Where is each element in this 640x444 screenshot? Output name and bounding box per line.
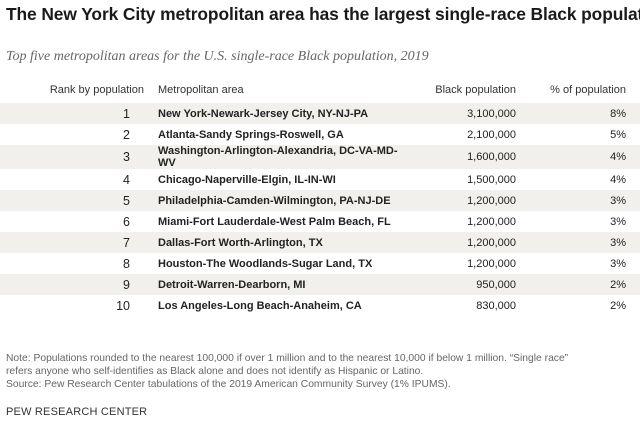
org-name: PEW RESEARCH CENTER: [6, 406, 148, 418]
table-header-row: Rank by population Metropolitan area Bla…: [0, 84, 640, 103]
percent-cell: 2%: [610, 299, 626, 312]
percent-cell: 3%: [610, 215, 626, 228]
spacer-cell: [144, 295, 158, 316]
percent-cell: 8%: [516, 103, 640, 124]
population-cell: 950,000: [408, 274, 516, 295]
spacer-cell: [144, 274, 158, 295]
spacer-cell: [144, 190, 158, 211]
metro-cell: Chicago-Naperville-Elgin, IL-IN-WI: [158, 173, 336, 186]
metro-cell: Philadelphia-Camden-Wilmington, PA-NJ-DE: [158, 190, 408, 211]
metro-cell: Miami-Fort Lauderdale-West Palm Beach, F…: [158, 215, 391, 228]
rank-cell: 6: [123, 214, 130, 229]
header-spacer: [144, 84, 158, 103]
spacer-cell: [144, 211, 158, 232]
spacer-cell: [144, 253, 158, 274]
metro-cell: New York-Newark-Jersey City, NY-NJ-PA: [158, 103, 408, 124]
chart-subtitle: Top five metropolitan areas for the U.S.…: [6, 49, 429, 64]
spacer-cell: [144, 169, 158, 190]
population-cell: 1,200,000: [408, 190, 516, 211]
table-row: 8 Houston-The Woodlands-Sugar Land, TX 1,2…: [0, 253, 640, 274]
table-row: 10 Los Angeles-Long Beach-Anaheim, CA 830,…: [0, 295, 640, 316]
table-row: 5 Philadelphia-Camden-Wilmington, PA-NJ-D…: [0, 190, 640, 211]
metro-cell: Detroit-Warren-Dearborn, MI: [158, 274, 408, 295]
population-cell: 1,200,000: [408, 232, 516, 253]
population-cell: 1,200,000: [467, 215, 516, 228]
chart-title: The New York City metropolitan area has …: [6, 4, 640, 24]
header-rank: Rank by population: [49, 84, 144, 96]
source-line: Source: Pew Research Center tabulations …: [6, 378, 451, 390]
table-row: 1 New York-Newark-Jersey City, NY-NJ-PA 3,…: [0, 103, 640, 124]
metro-cell: Atlanta-Sandy Springs-Roswell, GA: [158, 128, 344, 141]
rank-cell: 4: [123, 172, 130, 187]
population-cell: 3,100,000: [408, 103, 516, 124]
table-row: 4 Chicago-Naperville-Elgin, IL-IN-WI 1,500…: [0, 169, 640, 190]
population-cell: 830,000: [476, 299, 516, 312]
rank-cell: 3: [0, 145, 144, 169]
table-row: 3 Washington-Arlington-Alexandria, DC-VA-…: [0, 145, 640, 169]
header-metro: Metropolitan area: [158, 84, 244, 96]
rank-cell: 2: [123, 127, 130, 142]
rank-cell: 5: [0, 190, 144, 211]
spacer-cell: [144, 103, 158, 124]
header-pop: Black population: [435, 84, 516, 96]
rank-cell: 8: [123, 256, 130, 271]
percent-cell: 2%: [516, 274, 640, 295]
metro-cell: Houston-The Woodlands-Sugar Land, TX: [158, 257, 373, 270]
population-cell: 1,600,000: [408, 145, 516, 169]
spacer-cell: [144, 145, 158, 169]
rank-cell: 10: [116, 298, 130, 313]
table-row: 7 Dallas-Fort Worth-Arlington, TX 1,200,00…: [0, 232, 640, 253]
rank-cell: 9: [0, 274, 144, 295]
metro-cell: Los Angeles-Long Beach-Anaheim, CA: [158, 299, 362, 312]
table-body: 1 New York-Newark-Jersey City, NY-NJ-PA 3,…: [0, 103, 640, 316]
percent-cell: 4%: [610, 173, 626, 186]
percent-cell: 3%: [610, 257, 626, 270]
percent-cell: 3%: [516, 190, 640, 211]
percent-cell: 3%: [516, 232, 640, 253]
metro-cell: Washington-Arlington-Alexandria, DC-VA-M…: [158, 145, 408, 169]
population-cell: 2,100,000: [467, 128, 516, 141]
note-line: Note: Populations rounded to the nearest…: [6, 353, 569, 364]
note-line: refers anyone who self-identifies as Bla…: [6, 365, 424, 377]
population-cell: 1,200,000: [467, 257, 516, 270]
data-table: Rank by population Metropolitan area Bla…: [0, 84, 640, 316]
population-cell: 1,500,000: [467, 173, 516, 186]
header-pct: % of population: [550, 84, 626, 96]
table-row: 2 Atlanta-Sandy Springs-Roswell, GA 2,100,…: [0, 124, 640, 145]
table-row: 9 Detroit-Warren-Dearborn, MI 950,000 2%: [0, 274, 640, 295]
rank-cell: 7: [0, 232, 144, 253]
metro-cell: Dallas-Fort Worth-Arlington, TX: [158, 232, 408, 253]
note: Note: Populations rounded to the nearest…: [6, 353, 636, 391]
rank-cell: 1: [0, 103, 144, 124]
spacer-cell: [144, 232, 158, 253]
percent-cell: 5%: [610, 128, 626, 141]
table-row: 6 Miami-Fort Lauderdale-West Palm Beach, …: [0, 211, 640, 232]
spacer-cell: [144, 124, 158, 145]
percent-cell: 4%: [516, 145, 640, 169]
